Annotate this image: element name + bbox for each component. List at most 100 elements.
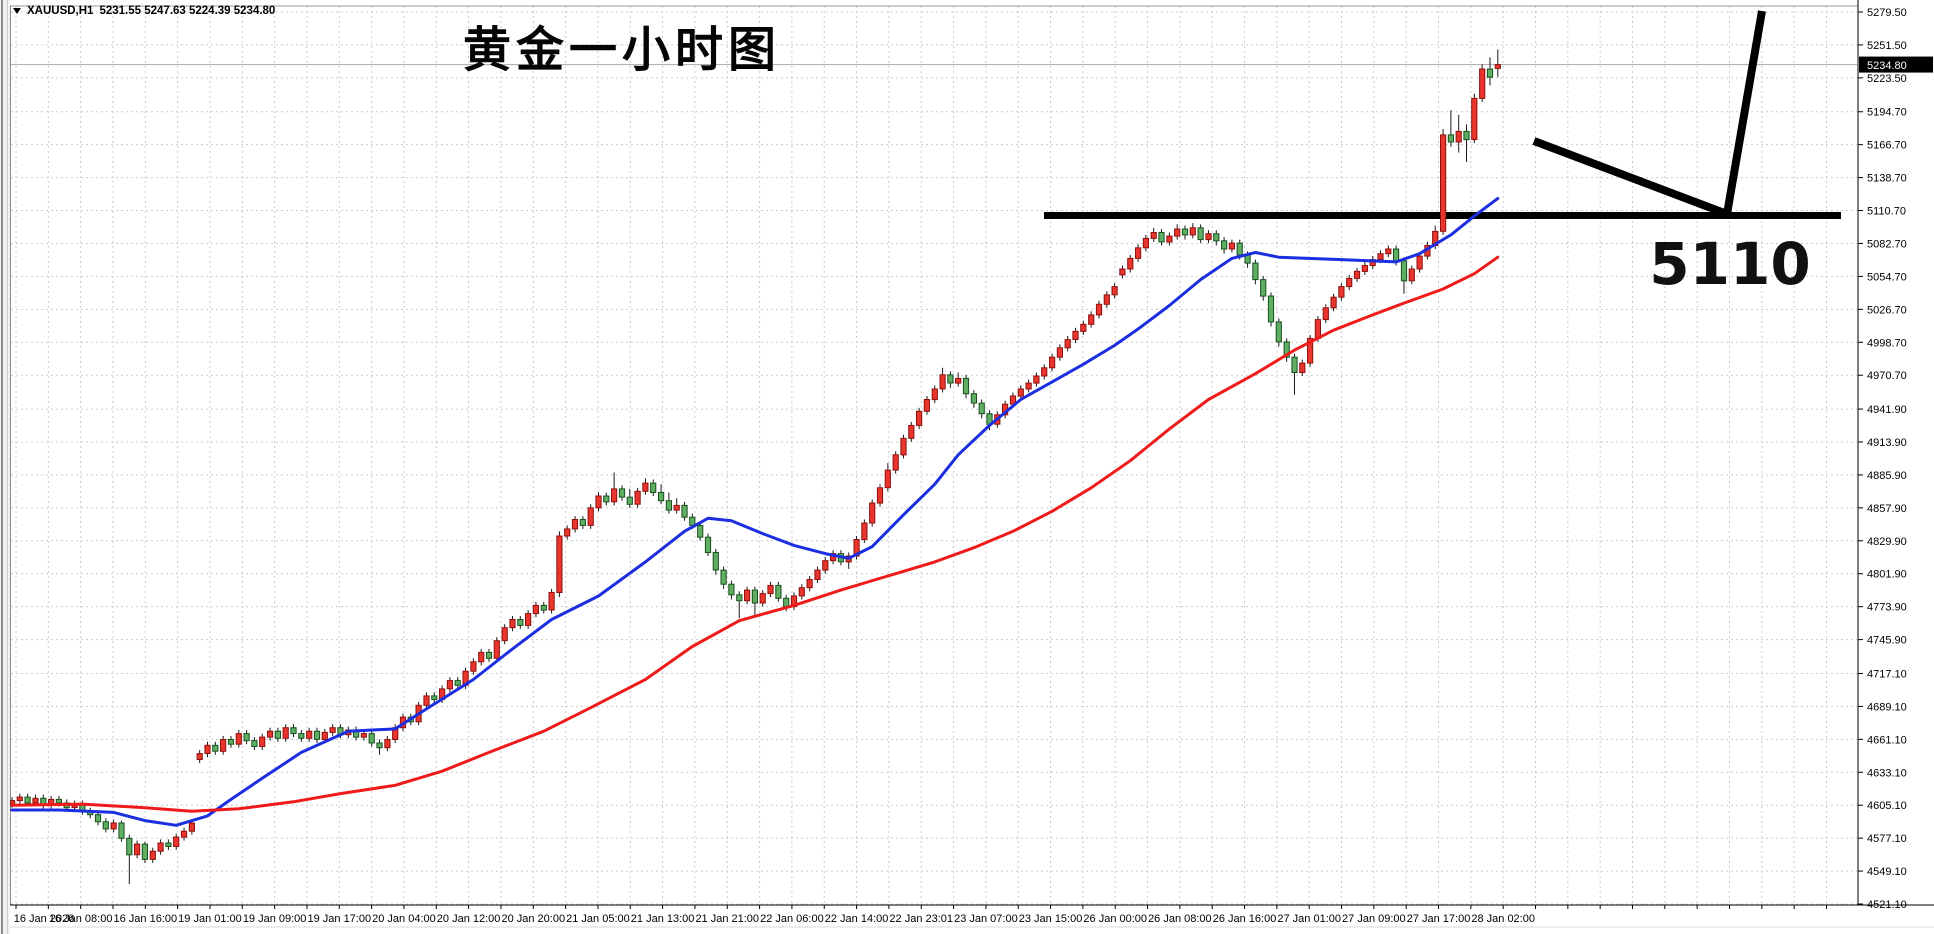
candle-down	[665, 500, 672, 511]
candle-down	[618, 488, 626, 498]
candle-down	[1252, 262, 1259, 281]
candle-down	[736, 594, 743, 602]
price-axis-label: 4605.10	[1867, 800, 1907, 812]
price-axis-label: 4689.10	[1867, 701, 1907, 713]
candle-down	[1267, 295, 1275, 323]
candle-down	[1283, 341, 1290, 358]
candle-up	[1056, 347, 1064, 358]
candle-down	[1400, 260, 1408, 282]
candle-up	[1150, 232, 1157, 239]
candle-down	[1447, 134, 1455, 143]
candle-down	[55, 798, 62, 804]
candle-up	[939, 374, 946, 390]
resistance-level-label: 5110	[1649, 230, 1811, 298]
candle-up	[1440, 134, 1447, 232]
candle-down	[1213, 233, 1220, 242]
price-axis[interactable]: 5279.50 5251.50 5223.50 5194.70 5166.70 5138.…	[1858, 7, 1907, 911]
candle-up	[134, 843, 141, 856]
candle-up	[1088, 314, 1095, 325]
current-price-tag	[1859, 56, 1933, 73]
candle-down	[212, 744, 219, 752]
candle-up	[1064, 339, 1071, 349]
candle-up	[149, 850, 156, 860]
candle-down	[720, 569, 727, 585]
candle-up	[1111, 286, 1118, 296]
candle-up	[173, 836, 180, 847]
price-axis-label: 5251.50	[1867, 40, 1907, 52]
candle-down	[712, 551, 719, 571]
candle-down	[102, 821, 109, 830]
price-axis-label: 5194.70	[1867, 107, 1907, 119]
candle-down	[313, 730, 321, 740]
candle-up	[759, 593, 766, 604]
candle-down	[126, 837, 133, 856]
price-axis-label: 4577.10	[1867, 833, 1907, 845]
time-axis-label: 19 Jan 09:00	[243, 913, 307, 925]
candle-up	[1353, 270, 1361, 279]
price-axis-label: 4913.90	[1867, 437, 1907, 449]
ma-slow-line	[10, 255, 1500, 813]
candle-up	[1479, 68, 1486, 99]
candle-up	[282, 727, 289, 739]
time-axis-label: 26 Jan 08:00	[1148, 913, 1212, 925]
candle-down	[775, 584, 782, 599]
time-axis-label: 23 Jan 07:00	[954, 913, 1018, 925]
chart-title: 黄金一小时图	[462, 22, 781, 78]
candle-down	[298, 733, 305, 739]
candle-down	[485, 651, 493, 659]
candle-up	[204, 744, 211, 754]
candle-up	[916, 410, 923, 426]
time-axis-label: 19 Jan 01:00	[178, 913, 242, 925]
time-axis-label: 19 Jan 17:00	[307, 913, 371, 925]
candle-up	[1103, 294, 1110, 305]
candle-down	[728, 583, 735, 596]
candle-up	[673, 504, 680, 511]
candle-up	[564, 528, 571, 537]
candle-up	[955, 377, 962, 384]
candle-up	[814, 569, 821, 580]
candle-down	[1275, 321, 1282, 343]
candle-up	[509, 619, 516, 629]
price-axis-label: 4801.90	[1867, 569, 1907, 581]
candle-down	[1393, 248, 1400, 262]
pullback-arrow-segment[interactable]	[1532, 137, 1729, 218]
symbol-quote-bar[interactable]: XAUUSD,H1 5231.55 5247.63 5224.39 5234.8…	[13, 4, 275, 18]
candle-up	[446, 680, 453, 690]
candle-up	[1205, 233, 1212, 241]
candle-up	[1049, 356, 1056, 369]
price-axis-label: 4941.90	[1867, 404, 1907, 416]
candle-up	[157, 842, 164, 852]
price-axis-label: 4745.90	[1867, 635, 1907, 647]
candle-up	[1314, 319, 1322, 339]
candle-up	[259, 736, 266, 747]
candle-down	[290, 727, 297, 735]
candle-up	[384, 739, 391, 749]
price-axis-label: 4717.10	[1867, 668, 1907, 680]
candle-down	[118, 822, 125, 839]
candle-down	[165, 842, 172, 847]
price-axis-label: 5166.70	[1867, 140, 1907, 152]
candle-down	[1181, 228, 1189, 236]
candle-up	[321, 731, 328, 741]
candle-up	[1307, 337, 1314, 364]
time-axis-label: 20 Jan 20:00	[501, 913, 565, 925]
price-axis-label: 4970.70	[1867, 370, 1907, 382]
symbol-dropdown-icon[interactable]	[13, 8, 21, 14]
candle-up	[1135, 247, 1142, 259]
candle-down	[517, 619, 524, 626]
candle-down	[689, 516, 696, 526]
time-axis-label: 26 Jan 16:00	[1213, 913, 1277, 925]
breakout-arrow-segment[interactable]	[1723, 10, 1766, 215]
candle-up	[1346, 277, 1353, 288]
candle-up	[1377, 253, 1384, 261]
candle-up	[869, 502, 876, 524]
price-axis-label: 4857.90	[1867, 503, 1907, 515]
candle-up	[235, 733, 242, 745]
candle-up	[1033, 375, 1040, 384]
candle-up	[493, 640, 500, 659]
candle-down	[1197, 227, 1204, 241]
window-edge-line	[1, 0, 3, 934]
